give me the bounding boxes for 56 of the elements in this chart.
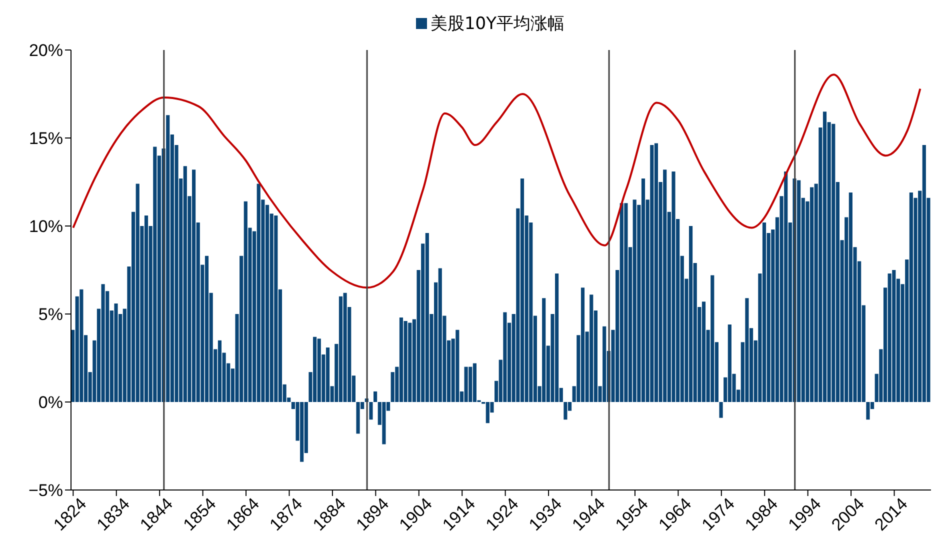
bar <box>580 288 585 402</box>
bar <box>317 338 321 402</box>
bar <box>408 322 412 402</box>
bar <box>456 330 460 402</box>
bar <box>590 294 594 402</box>
bar <box>369 402 373 420</box>
line-series <box>72 74 922 289</box>
legend-label: 美股10Y平均涨幅 <box>430 12 565 34</box>
bar <box>866 402 870 420</box>
bar <box>114 303 118 402</box>
bar <box>343 292 347 402</box>
bar <box>624 203 628 402</box>
bar <box>101 284 105 402</box>
bar <box>153 146 157 402</box>
bar <box>641 178 646 402</box>
bar <box>204 256 209 402</box>
bar <box>374 391 378 402</box>
bar <box>503 312 507 402</box>
bar <box>404 321 408 402</box>
bar <box>326 347 330 402</box>
bar <box>274 215 278 402</box>
bar <box>672 171 676 402</box>
bar <box>832 124 836 402</box>
bar <box>468 366 472 402</box>
y-tick-label: 10% <box>28 217 63 236</box>
bar <box>762 222 766 402</box>
bar <box>688 226 693 402</box>
bar <box>464 366 468 402</box>
bar <box>810 187 814 402</box>
bar <box>632 200 636 402</box>
bar <box>520 178 524 402</box>
y-tick-label: −5% <box>28 481 63 500</box>
bar <box>822 112 827 402</box>
bar <box>892 270 896 402</box>
bar <box>650 145 654 402</box>
bar <box>136 184 140 402</box>
bar <box>166 115 170 402</box>
bar <box>564 402 568 420</box>
bar <box>438 268 442 402</box>
bar <box>382 402 386 444</box>
bar <box>338 296 343 402</box>
bar <box>256 184 260 402</box>
bar <box>80 289 84 402</box>
y-tick-label: 15% <box>28 129 63 148</box>
bar <box>719 402 723 418</box>
y-tick-label: 5% <box>38 305 63 324</box>
bar <box>710 275 714 402</box>
bar <box>702 302 706 402</box>
bar <box>218 340 222 402</box>
bar <box>399 318 404 402</box>
y-tick-label: 20% <box>28 41 63 60</box>
bar <box>356 402 360 434</box>
y-tick-label: 0% <box>38 393 63 412</box>
bar <box>144 215 148 402</box>
bar <box>888 274 892 402</box>
bar <box>745 298 749 402</box>
